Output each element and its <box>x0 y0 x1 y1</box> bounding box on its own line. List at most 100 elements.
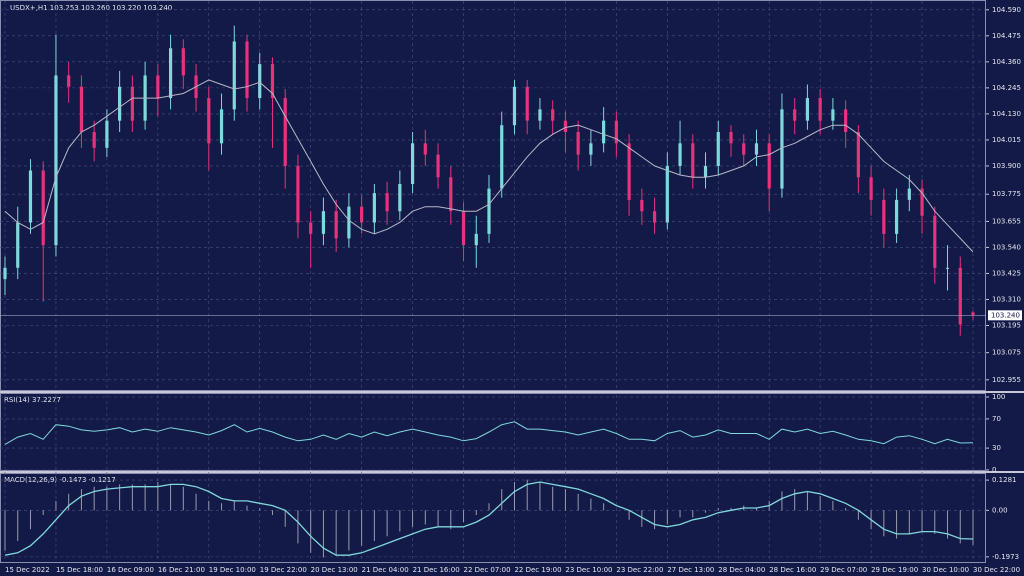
candle-body <box>245 41 249 99</box>
macd-bar <box>806 491 808 511</box>
macd-bar <box>450 510 452 530</box>
candle-body <box>512 86 517 126</box>
macd-bar <box>934 510 936 534</box>
macd-bar <box>526 479 528 511</box>
macd-bar <box>501 489 503 511</box>
macd-bar <box>603 503 605 511</box>
macd-bar <box>399 510 401 532</box>
candle-body <box>54 75 58 246</box>
macd-bar <box>373 510 375 542</box>
macd-bar <box>271 510 273 516</box>
candle-body <box>551 109 555 121</box>
candle-body <box>207 98 211 144</box>
candle-body <box>28 170 33 223</box>
candle-body <box>156 75 160 99</box>
signal-line <box>4 481 974 556</box>
macd-bar <box>437 510 439 527</box>
y-tick-label: 103.540 <box>992 243 1021 251</box>
candle-body <box>130 86 134 121</box>
candle-body <box>703 165 708 178</box>
candle-body <box>334 211 338 239</box>
macd-bar <box>29 510 31 530</box>
candle-body <box>538 109 542 121</box>
candle-body <box>474 233 478 246</box>
macd-panel <box>0 473 986 563</box>
macd-title: MACD(12,26,9) -0.1473 -0.1217 <box>4 476 116 484</box>
macd-bar <box>755 507 757 511</box>
macd-bar <box>195 493 197 511</box>
y-tick-label: 103.310 <box>992 295 1021 303</box>
macd-bar <box>68 493 70 511</box>
candle-body <box>105 120 109 148</box>
candle-body <box>602 120 606 144</box>
candle-body <box>449 177 453 212</box>
y-tick-label: 0.00 <box>992 506 1008 514</box>
candle-body <box>398 184 402 212</box>
candle-body <box>563 120 568 132</box>
candle-body <box>742 143 746 155</box>
candle-body <box>856 132 860 178</box>
macd-bar <box>908 510 910 534</box>
macd-bar <box>259 507 261 511</box>
candle-body <box>525 86 529 121</box>
candle-body <box>576 132 580 155</box>
x-tick-label: 19 Dec 10:00 <box>209 566 256 574</box>
candle-body <box>907 188 911 200</box>
x-tick-label: 23 Dec 10:00 <box>565 566 612 574</box>
macd-bar <box>119 484 121 511</box>
candle-body <box>118 86 122 121</box>
x-tick-label: 21 Dec 16:00 <box>413 566 460 574</box>
candle-body <box>258 64 262 99</box>
rsi-line <box>4 421 974 445</box>
macd-bar <box>552 486 554 511</box>
x-tick-label: 22 Dec 07:00 <box>464 566 511 574</box>
candle-body <box>372 193 376 223</box>
candle-body <box>16 222 20 268</box>
x-tick-label: 21 Dec 04:00 <box>362 566 409 574</box>
macd-bar <box>170 484 172 511</box>
macd-bar <box>896 510 898 539</box>
macd-bar <box>845 507 847 511</box>
y-tick-label: 104.245 <box>992 84 1021 92</box>
y-tick-label: 103.195 <box>992 322 1021 330</box>
candle-body <box>270 64 275 99</box>
macd-bar <box>424 510 426 525</box>
candle-body <box>971 312 975 316</box>
chart-title: USDX+,H1 103.253 103.260 103.220 103.240 <box>10 4 172 12</box>
x-tick-label: 29 Dec 07:00 <box>820 566 867 574</box>
candle-body <box>589 143 593 155</box>
candle-body <box>793 109 797 121</box>
candle-body <box>3 267 7 280</box>
rsi-title: RSI(14) 37.2277 <box>4 396 61 404</box>
candle-body <box>894 199 899 234</box>
x-tick-label: 29 Dec 19:00 <box>871 566 918 574</box>
macd-bar <box>144 484 146 511</box>
x-tick-label: 16 Dec 09:00 <box>107 566 154 574</box>
macd-bar <box>42 510 44 516</box>
x-tick-label: 30 Dec 22:00 <box>973 566 1020 574</box>
x-tick-label: 23 Dec 22:00 <box>616 566 663 574</box>
x-tick-label: 28 Dec 16:00 <box>769 566 816 574</box>
y-tick-label: 70 <box>992 415 1001 423</box>
macd-bar <box>947 510 949 539</box>
candle-body <box>652 211 657 223</box>
macd-bar <box>80 489 82 511</box>
candle-body <box>716 132 720 166</box>
macd-bar <box>819 496 821 511</box>
candle-body <box>882 199 886 234</box>
candle-body <box>67 75 71 87</box>
candle-body <box>665 165 669 223</box>
price-label: 103.240 <box>991 311 1020 319</box>
y-tick-label: 103.775 <box>992 190 1021 198</box>
macd-bar <box>297 510 299 544</box>
candle-body <box>168 48 173 99</box>
macd-bar <box>577 493 579 511</box>
macd-bar <box>475 510 477 516</box>
macd-bar <box>781 491 783 511</box>
macd-bar <box>921 510 923 532</box>
macd-bar <box>513 482 515 511</box>
y-tick-label: 104.015 <box>992 136 1021 144</box>
